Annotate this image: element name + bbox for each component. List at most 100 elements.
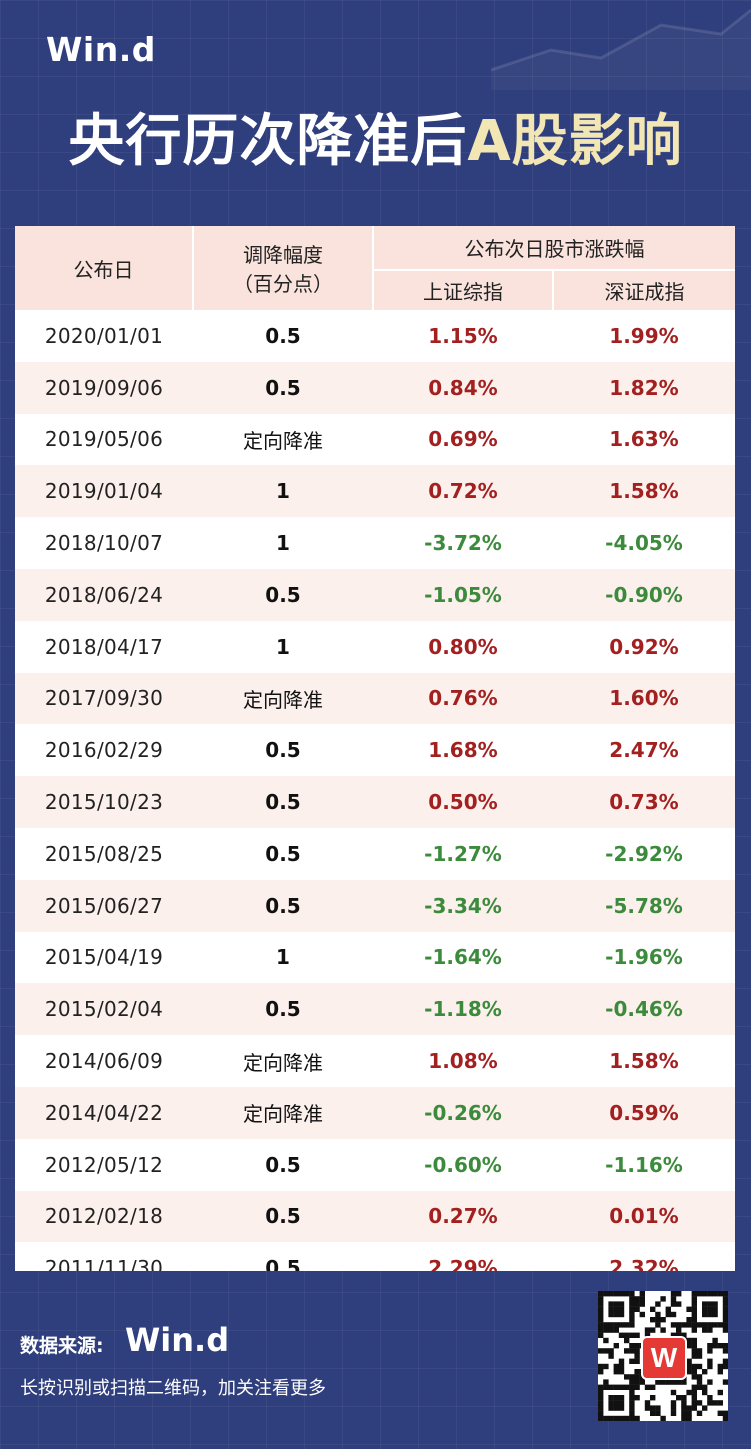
cell-shenzhen: -5.78% [553,879,735,932]
qr-module [691,1348,697,1354]
qr-module [629,1306,635,1312]
qr-module [634,1343,640,1349]
qr-module [608,1311,614,1318]
qr-module [691,1400,697,1406]
qr-module [613,1311,619,1318]
qr-module [717,1363,723,1370]
qr-module [634,1306,640,1312]
qr-module [691,1306,697,1312]
qr-module [691,1327,697,1333]
table-row: 2019/01/04 1 0.72% 1.58% [15,465,735,518]
qr-module [624,1322,630,1328]
qr-module [702,1389,708,1396]
qr-module [629,1379,635,1385]
qr-module [696,1348,703,1354]
qr-module [598,1415,604,1422]
qr-module [665,1379,671,1385]
cell-shanghai: 0.76% [373,672,553,725]
qr-module [686,1322,692,1328]
qr-module [598,1369,604,1375]
source-label: 数据来源: [20,1335,104,1357]
table-row: 2015/10/23 0.5 0.50% 0.73% [15,776,735,828]
qr-module [598,1395,604,1401]
cell-date: 2015/02/04 [15,983,193,1036]
qr-module [691,1296,697,1302]
qr-module [655,1379,661,1385]
qr-module [613,1369,619,1375]
qr-module [696,1384,703,1390]
qr-module [629,1322,635,1328]
qr-module [660,1317,666,1323]
qr-module [722,1363,729,1370]
qr-module [676,1322,682,1328]
qr-module [707,1327,713,1333]
qr-code[interactable]: W [598,1291,729,1422]
qr-module [613,1327,619,1333]
qr-module [634,1332,640,1338]
qr-module [681,1415,687,1422]
qr-module [686,1317,692,1323]
qr-module [712,1306,718,1312]
cell-cut: 0.5 [193,1242,373,1271]
qr-module [707,1400,713,1406]
qr-module [634,1374,640,1380]
footer: 数据来源: Win.d 长按识别或扫描二维码，加关注看更多 W [0,1271,751,1449]
qr-module [598,1322,604,1328]
qr-module [608,1291,614,1297]
qr-module [696,1291,703,1297]
qr-module [686,1306,692,1312]
cell-cut: 0.5 [193,1138,373,1191]
cell-shanghai: 0.72% [373,465,553,518]
qr-module [717,1369,723,1375]
qr-module [722,1348,729,1354]
cell-date: 2018/06/24 [15,568,193,621]
qr-module [618,1311,625,1318]
trend-line-decoration [491,8,751,90]
cell-date: 2015/04/19 [15,931,193,984]
qr-module [598,1301,604,1307]
qr-module [613,1363,619,1370]
qr-module [670,1400,677,1406]
qr-module [618,1363,625,1370]
qr-module [624,1332,630,1338]
qr-module [608,1353,614,1359]
table-body: 2020/01/01 0.5 1.15% 1.99% 2019/09/06 0.5 0.84… [15,310,735,1271]
table-row: 2015/04/19 1 -1.64% -1.96% [15,931,735,984]
rrr-cut-table: 公布日 调降幅度 （百分点） 公布次日股市涨跌幅 上证综指 深证成指 2020/… [15,226,735,1271]
col-header-shanghai: 上证综指 [373,270,554,310]
qr-module [618,1405,625,1411]
cell-cut: 1 [193,517,373,569]
qr-module [608,1395,614,1401]
qr-module [681,1395,687,1401]
table-row: 2014/06/09 定向降准 1.08% 1.58% [15,1035,735,1087]
qr-module [629,1400,635,1406]
cell-date: 2014/04/22 [15,1086,193,1139]
qr-module [613,1395,619,1401]
qr-module [696,1410,703,1416]
table-row: 2018/06/24 0.5 -1.05% -0.90% [15,568,735,621]
qr-module [722,1311,729,1318]
qr-module [618,1369,625,1375]
qr-module [686,1415,692,1422]
qr-module [634,1384,640,1390]
qr-module [691,1389,697,1396]
cell-shenzhen: 0.92% [553,620,735,673]
qr-module [665,1311,671,1318]
cell-date: 2014/06/09 [15,1035,193,1087]
qr-module [660,1296,666,1302]
qr-module [670,1301,677,1307]
col-header-group: 公布次日股市涨跌幅 [373,226,735,271]
table-row: 2012/05/12 0.5 -0.60% -1.16% [15,1138,735,1191]
qr-module [634,1395,640,1401]
qr-module [686,1343,692,1349]
qr-module [608,1348,614,1354]
cell-shanghai: -3.34% [373,879,553,932]
cell-shenzhen: 0.01% [553,1190,735,1243]
qr-module [598,1296,604,1302]
cell-date: 2019/09/06 [15,361,193,414]
qr-module [618,1322,625,1328]
qr-module [702,1327,708,1333]
cell-shanghai: 0.80% [373,620,553,673]
qr-module [681,1410,687,1416]
table-row: 2017/09/30 定向降准 0.76% 1.60% [15,672,735,725]
